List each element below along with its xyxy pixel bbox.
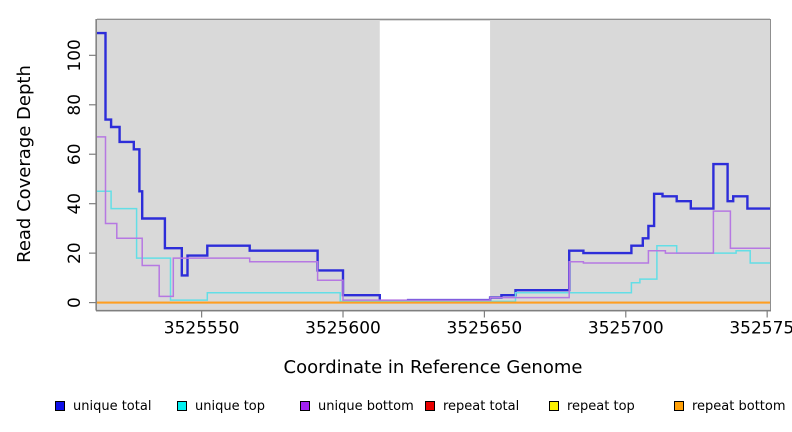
svg-text:3525600: 3525600: [305, 319, 381, 339]
legend-label: repeat total: [443, 398, 520, 414]
legend-label: unique top: [195, 398, 266, 414]
repeat-bottom-swatch-icon: [674, 401, 684, 411]
series-lines: [97, 31, 770, 304]
legend-item-repeat-total: repeat total: [425, 396, 519, 416]
unique-bottom-swatch-icon: [300, 401, 310, 411]
x-axis-title: Coordinate in Reference Genome: [284, 357, 583, 378]
svg-text:80: 80: [65, 94, 85, 116]
svg-text:3525700: 3525700: [588, 319, 664, 339]
legend-label: unique bottom: [318, 398, 414, 414]
y-axis-title: Read Coverage Depth: [14, 65, 35, 263]
masked-region: [379, 20, 491, 303]
legend-label: unique total: [73, 398, 152, 414]
svg-text:3525650: 3525650: [447, 319, 523, 339]
y-axis: 0 20 40 60 80 100: [65, 19, 97, 311]
legend-label: repeat bottom: [692, 398, 786, 414]
legend: unique total unique top unique bottom re…: [0, 396, 792, 416]
legend-item-repeat-top: repeat top: [549, 396, 635, 416]
repeat-top-swatch-icon: [549, 401, 559, 411]
svg-text:3525550: 3525550: [164, 319, 240, 339]
svg-text:40: 40: [65, 193, 85, 215]
unique-total-swatch-icon: [55, 401, 65, 411]
svg-text:60: 60: [65, 143, 85, 165]
svg-text:0: 0: [65, 297, 85, 308]
legend-item-unique-total: unique total: [55, 396, 151, 416]
svg-text:100: 100: [65, 39, 85, 71]
legend-item-unique-bottom: unique bottom: [300, 396, 414, 416]
unique-top-swatch-icon: [177, 401, 187, 411]
legend-label: repeat top: [567, 398, 635, 414]
repeat-total-swatch-icon: [425, 401, 435, 411]
legend-item-repeat-bottom: repeat bottom: [674, 396, 786, 416]
legend-item-unique-top: unique top: [177, 396, 265, 416]
svg-text:20: 20: [65, 242, 85, 264]
